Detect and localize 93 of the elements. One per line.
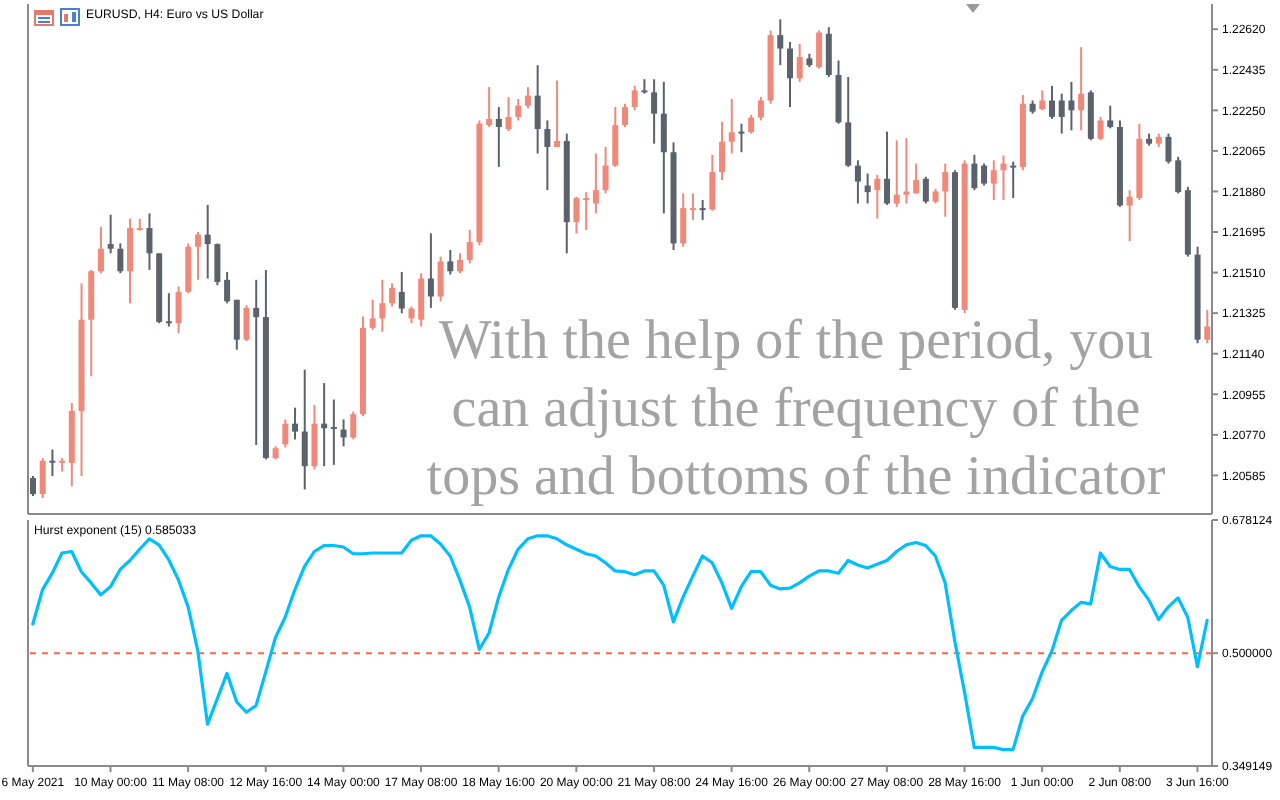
- candlestick: [689, 192, 696, 221]
- candlestick: [631, 84, 638, 112]
- candlestick: [622, 102, 628, 129]
- candlestick: [495, 106, 502, 168]
- candlestick: [864, 172, 871, 205]
- candlestick: [204, 203, 211, 280]
- candlestick: [845, 76, 852, 168]
- candlestick: [796, 42, 803, 83]
- candlestick: [301, 368, 308, 491]
- candlestick: [651, 78, 658, 145]
- candlestick: [379, 278, 386, 333]
- candlestick: [146, 212, 153, 271]
- candlestick: [777, 18, 784, 67]
- candlestick: [884, 130, 891, 206]
- candlestick: [738, 122, 745, 154]
- candlestick: [893, 139, 900, 208]
- candlestick: [117, 242, 124, 275]
- candlestick: [699, 199, 706, 221]
- candlestick: [330, 398, 337, 466]
- candlestick: [573, 195, 580, 235]
- candlestick: [49, 448, 56, 478]
- candlestick: [757, 95, 764, 122]
- candlestick: [748, 113, 755, 135]
- candlestick: [97, 225, 104, 275]
- candlestick: [874, 173, 881, 220]
- candlestick: [311, 404, 318, 471]
- candlestick: [825, 26, 832, 79]
- candlestick: [398, 270, 405, 315]
- candlestick: [30, 475, 36, 498]
- candlestick: [1049, 84, 1056, 120]
- candlestick: [466, 229, 473, 265]
- candlestick: [971, 153, 978, 192]
- candlestick: [224, 270, 231, 305]
- candlestick: [602, 145, 609, 195]
- annotation: With the help of the period, you can adjust the frequency of the tops and bottoms of the indicator: [424, 308, 1168, 512]
- candlestick: [583, 191, 590, 232]
- candlestick: [515, 97, 522, 122]
- candlestick: [1087, 89, 1094, 142]
- candlestick: [1165, 132, 1172, 165]
- candlestick: [544, 119, 551, 192]
- candlestick: [990, 159, 997, 202]
- candlestick: [1107, 104, 1114, 130]
- candlestick: [233, 298, 240, 351]
- candlestick: [554, 79, 561, 148]
- candlestick: [214, 242, 221, 287]
- candlestick: [1039, 89, 1046, 112]
- candlestick: [981, 162, 988, 187]
- candlestick: [922, 175, 929, 205]
- candlestick: [816, 29, 823, 70]
- candlestick: [942, 162, 949, 218]
- candlestick: [1097, 115, 1104, 142]
- candlestick: [505, 95, 512, 132]
- candlestick: [194, 231, 201, 281]
- candlestick: [457, 252, 464, 275]
- candlestick: [127, 217, 134, 305]
- candlestick: [486, 86, 493, 129]
- candlestick: [680, 192, 687, 248]
- candlestick: [534, 64, 541, 155]
- candlestick: [592, 152, 599, 215]
- candlestick: [786, 40, 793, 109]
- candlestick: [1000, 154, 1007, 202]
- candlestick: [39, 457, 46, 499]
- candlestick: [709, 153, 716, 212]
- candlestick: [418, 272, 425, 328]
- candlestick: [1010, 160, 1017, 200]
- candlestick: [107, 213, 114, 255]
- candlestick: [1204, 308, 1211, 345]
- candlestick: [728, 97, 735, 155]
- candlestick: [389, 282, 396, 308]
- candlestick: [612, 106, 619, 168]
- candlestick: [243, 304, 250, 342]
- candlestick: [903, 137, 910, 205]
- candlestick: [719, 120, 726, 182]
- candlestick: [350, 410, 357, 441]
- candlestick: [282, 418, 289, 449]
- candlestick: [175, 285, 182, 335]
- candlestick: [835, 59, 842, 125]
- candlestick: [185, 242, 192, 295]
- candlestick: [253, 278, 260, 446]
- candlestick: [437, 255, 444, 303]
- candlestick: [447, 249, 454, 276]
- candlestick: [369, 298, 376, 331]
- candlestick: [854, 159, 861, 205]
- candlestick: [641, 78, 648, 95]
- candlestick: [427, 232, 434, 309]
- candlestick: [660, 80, 667, 215]
- candlestick: [1175, 155, 1182, 195]
- candlestick: [913, 162, 920, 195]
- candlestick: [165, 292, 172, 328]
- line-series: [31, 534, 1209, 752]
- candlestick: [1078, 46, 1085, 132]
- candlestick: [292, 406, 299, 441]
- candlestick: [524, 86, 531, 110]
